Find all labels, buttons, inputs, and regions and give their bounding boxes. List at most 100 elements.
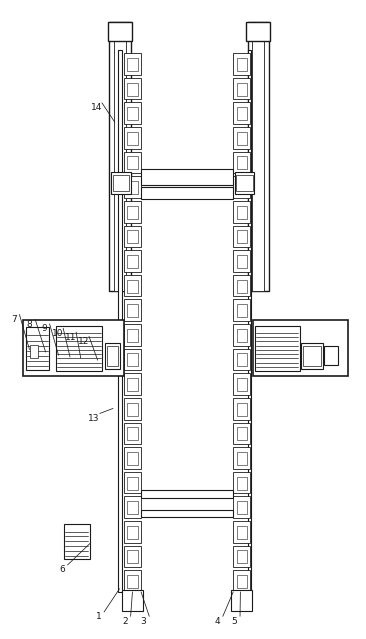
Bar xyxy=(127,353,138,366)
Bar xyxy=(64,523,90,558)
Bar xyxy=(127,477,138,489)
Text: 14: 14 xyxy=(90,104,102,112)
Bar xyxy=(233,250,250,272)
Text: 3: 3 xyxy=(141,617,146,626)
Bar xyxy=(124,300,141,321)
Bar xyxy=(26,327,49,369)
Bar xyxy=(124,546,141,567)
Bar xyxy=(233,422,250,444)
Bar xyxy=(237,82,247,96)
Bar xyxy=(124,176,141,198)
Bar xyxy=(237,157,247,169)
Bar xyxy=(114,22,126,291)
Bar xyxy=(127,206,138,219)
Text: 1: 1 xyxy=(96,612,101,622)
Bar xyxy=(122,590,143,611)
Bar xyxy=(237,304,247,317)
Bar xyxy=(124,78,141,100)
Text: 8: 8 xyxy=(27,320,32,329)
Bar xyxy=(127,279,138,293)
Bar xyxy=(124,570,141,592)
Bar xyxy=(233,373,250,395)
Bar xyxy=(105,343,120,369)
Bar xyxy=(237,550,247,564)
Bar xyxy=(235,173,254,194)
Bar xyxy=(127,58,138,71)
Text: 2: 2 xyxy=(122,617,128,626)
Bar xyxy=(233,127,250,149)
Bar xyxy=(237,206,247,219)
Bar xyxy=(127,378,138,391)
Bar xyxy=(127,255,138,268)
Bar xyxy=(107,346,118,366)
Bar xyxy=(237,575,247,588)
Bar xyxy=(124,226,141,247)
Bar xyxy=(141,169,233,185)
Bar xyxy=(124,102,141,124)
Bar xyxy=(127,107,138,120)
Bar xyxy=(127,82,138,96)
Bar xyxy=(233,472,250,493)
Bar xyxy=(124,447,141,469)
Bar xyxy=(113,176,129,191)
Bar xyxy=(124,250,141,272)
Bar xyxy=(141,491,233,498)
Text: 5: 5 xyxy=(231,617,237,626)
Bar xyxy=(237,403,247,415)
Bar xyxy=(124,53,141,75)
Bar xyxy=(127,230,138,243)
Bar xyxy=(233,570,250,592)
Bar xyxy=(247,22,269,291)
Bar xyxy=(124,201,141,222)
Bar xyxy=(127,452,138,465)
Bar xyxy=(237,279,247,293)
Text: 12: 12 xyxy=(78,337,89,346)
Bar xyxy=(237,427,247,440)
Bar xyxy=(233,102,250,124)
Bar xyxy=(141,510,233,518)
Bar xyxy=(237,477,247,489)
Bar xyxy=(124,422,141,444)
Bar xyxy=(237,58,247,71)
Bar xyxy=(233,275,250,296)
Bar xyxy=(233,546,250,567)
Bar xyxy=(124,324,141,346)
Bar xyxy=(233,78,250,100)
Bar xyxy=(119,50,122,592)
Text: 13: 13 xyxy=(88,414,100,423)
Bar xyxy=(246,22,270,41)
Bar xyxy=(253,320,348,376)
Bar xyxy=(237,107,247,120)
Bar xyxy=(236,176,253,191)
Bar xyxy=(111,173,131,194)
Bar xyxy=(127,427,138,440)
Bar xyxy=(56,326,102,371)
Bar xyxy=(127,181,138,194)
Bar xyxy=(124,398,141,420)
Bar xyxy=(301,343,323,369)
Text: 11: 11 xyxy=(65,332,76,341)
Bar xyxy=(124,127,141,149)
Bar xyxy=(233,151,250,173)
Bar xyxy=(237,255,247,268)
Bar xyxy=(233,201,250,222)
Bar xyxy=(124,497,141,518)
Bar xyxy=(233,398,250,420)
Text: 6: 6 xyxy=(59,566,65,574)
Bar xyxy=(127,132,138,145)
Bar xyxy=(324,346,337,365)
Bar xyxy=(237,181,247,194)
Bar xyxy=(237,230,247,243)
Bar xyxy=(23,320,124,376)
Bar xyxy=(237,329,247,342)
Bar xyxy=(124,521,141,543)
Bar xyxy=(247,50,251,592)
Bar xyxy=(237,501,247,514)
Bar xyxy=(255,326,299,371)
Text: 9: 9 xyxy=(41,325,47,334)
Bar xyxy=(127,403,138,415)
Bar xyxy=(237,132,247,145)
Bar xyxy=(233,300,250,321)
Bar xyxy=(127,575,138,588)
Bar xyxy=(108,22,132,41)
